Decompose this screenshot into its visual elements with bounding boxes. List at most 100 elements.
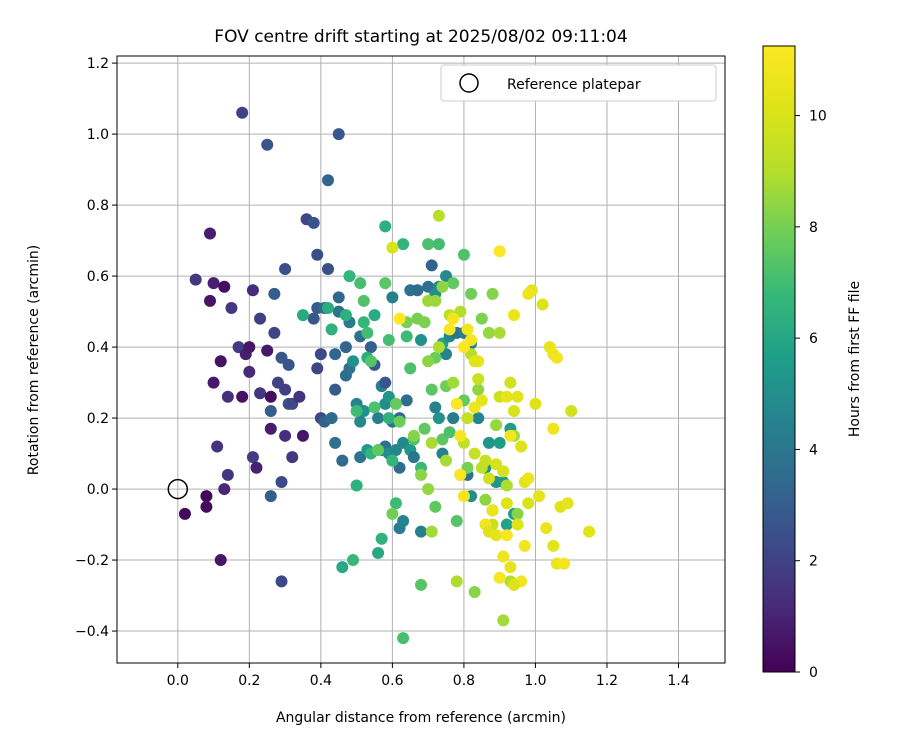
data-point <box>354 277 367 290</box>
data-point <box>261 138 274 151</box>
data-point <box>214 355 227 368</box>
data-point <box>329 383 342 396</box>
data-point <box>482 472 495 485</box>
data-point <box>490 419 503 432</box>
data-point <box>457 490 470 503</box>
data-point <box>475 312 488 325</box>
legend: Reference platepar <box>440 64 717 102</box>
data-point <box>386 241 399 254</box>
data-point <box>536 298 549 311</box>
data-point <box>454 468 467 481</box>
y-tick-label: 1.2 <box>87 56 109 72</box>
data-point <box>400 330 413 343</box>
data-point <box>311 362 324 375</box>
data-point <box>325 323 338 336</box>
data-point <box>382 412 395 425</box>
data-point <box>339 341 352 354</box>
data-point <box>264 422 277 435</box>
data-point <box>332 128 345 141</box>
data-point <box>422 355 435 368</box>
data-point <box>207 376 220 389</box>
data-point <box>368 401 381 414</box>
colorbar-tick-label: 10 <box>809 109 827 125</box>
data-point <box>440 454 453 467</box>
data-point <box>443 323 456 336</box>
colorbar-tick-label: 6 <box>809 331 818 347</box>
data-point <box>583 525 596 538</box>
data-point <box>493 245 506 258</box>
data-point <box>379 277 392 290</box>
data-point <box>450 575 463 588</box>
data-point <box>368 309 381 322</box>
data-point <box>211 440 224 453</box>
data-point <box>203 227 216 240</box>
data-point <box>322 174 335 187</box>
data-point <box>432 341 445 354</box>
data-point <box>350 404 363 417</box>
x-tick-label: 1.0 <box>524 673 546 689</box>
data-point <box>386 454 399 467</box>
colorbar-tick-label: 0 <box>809 665 818 681</box>
data-point <box>221 390 234 403</box>
data-point <box>350 479 363 492</box>
data-point <box>357 294 370 307</box>
data-point <box>472 373 485 386</box>
data-point <box>486 504 499 517</box>
data-point <box>275 475 288 488</box>
data-point <box>261 344 274 357</box>
data-point <box>472 412 485 425</box>
data-point <box>450 397 463 410</box>
data-point <box>379 220 392 233</box>
data-point <box>389 497 402 510</box>
data-point <box>497 550 510 563</box>
data-point <box>457 248 470 261</box>
data-point <box>339 309 352 322</box>
data-point <box>393 415 406 428</box>
data-point <box>282 358 295 371</box>
y-tick-label: 0.6 <box>87 269 109 285</box>
data-point <box>465 333 478 346</box>
data-point <box>264 490 277 503</box>
data-point <box>357 316 370 329</box>
data-point <box>500 518 513 531</box>
data-point <box>397 632 410 645</box>
data-point <box>522 472 535 485</box>
data-point <box>522 287 535 300</box>
data-point <box>243 341 256 354</box>
data-point <box>311 248 324 261</box>
reference-platepar-marker <box>167 478 189 500</box>
data-point <box>268 326 281 339</box>
data-point <box>325 412 338 425</box>
data-point <box>382 333 395 346</box>
data-point <box>461 323 474 336</box>
data-point <box>336 561 349 574</box>
colorbar-tick-label: 2 <box>809 554 818 570</box>
data-point <box>279 262 292 275</box>
x-tick-label: 0.2 <box>238 673 260 689</box>
data-point <box>415 468 427 481</box>
data-point <box>314 348 327 361</box>
data-point <box>511 518 524 531</box>
data-point <box>322 302 335 315</box>
colorbar-gradient <box>762 45 796 673</box>
y-axis-label: Rotation from reference (arcmin) <box>26 245 42 475</box>
data-point <box>504 376 517 389</box>
data-point <box>407 429 420 442</box>
data-point <box>479 454 492 467</box>
data-point <box>565 404 578 417</box>
data-point <box>479 493 492 506</box>
data-point <box>364 355 377 368</box>
data-point <box>447 376 460 389</box>
y-tick-label: 0.0 <box>87 482 109 498</box>
data-point <box>558 557 571 570</box>
data-point <box>214 554 227 567</box>
x-axis-label: Angular distance from reference (arcmin) <box>276 710 566 726</box>
data-point <box>422 483 435 496</box>
data-point <box>472 383 485 396</box>
data-point <box>364 341 377 354</box>
data-point <box>454 429 467 442</box>
data-point <box>347 355 360 368</box>
data-point <box>178 507 191 520</box>
data-point <box>397 515 410 528</box>
data-point <box>422 238 435 251</box>
